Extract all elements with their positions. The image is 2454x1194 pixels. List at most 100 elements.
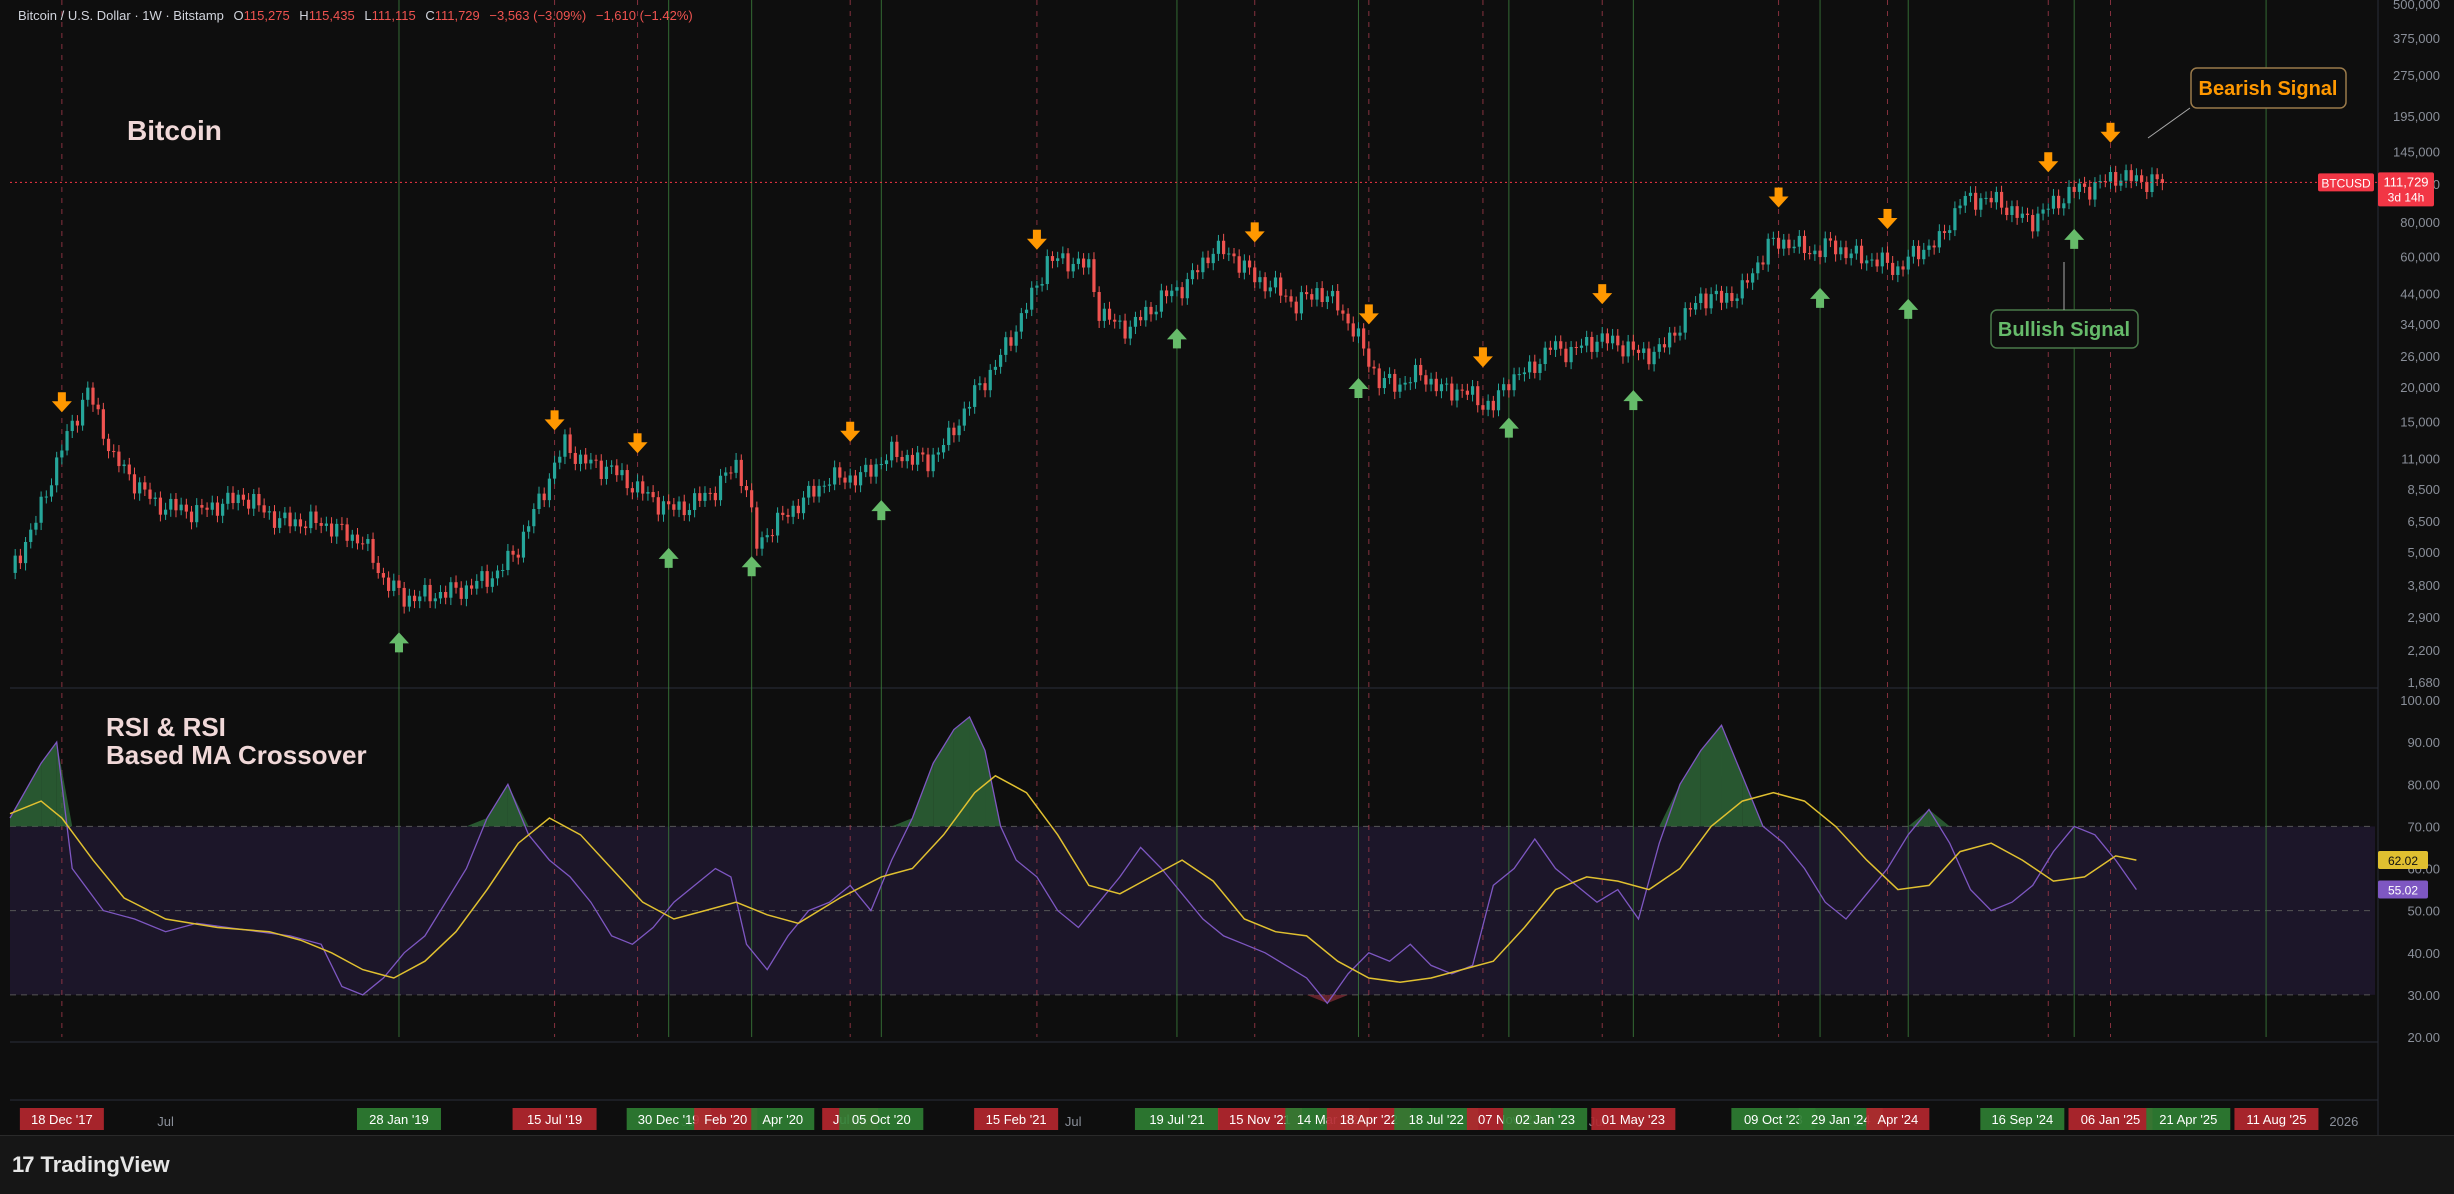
candle-body	[86, 387, 90, 400]
candle-body	[179, 504, 183, 511]
bullish-arrow-icon	[1810, 287, 1831, 308]
candle-body	[1486, 400, 1490, 410]
candle-body	[1429, 378, 1433, 385]
candle-body	[635, 481, 640, 493]
candle-body	[1185, 279, 1189, 299]
time-marker-label: 19 Jul '21	[1149, 1112, 1204, 1127]
candle-body	[501, 570, 505, 572]
candle-body	[1175, 287, 1179, 291]
rsi-tick-label: 100.00	[2400, 693, 2440, 708]
time-marker-badge	[1731, 1108, 1816, 1130]
candle-body	[1548, 347, 1552, 350]
symbol-title[interactable]: Bitcoin / U.S. Dollar · 1W · Bitstamp	[18, 8, 224, 23]
time-marker-label: 16 Sep '24	[1991, 1112, 2053, 1127]
candle-body	[1118, 320, 1122, 322]
candle-body	[1911, 245, 1916, 257]
candle-body	[210, 502, 214, 510]
candle-body	[241, 494, 245, 500]
candle-body	[1922, 249, 1926, 260]
bullish-arrow-icon	[1348, 377, 1369, 398]
rsi-overbought-fill	[953, 716, 970, 827]
candle-body	[1797, 235, 1801, 247]
candle-body	[2025, 213, 2030, 216]
time-marker-label: Apr '20	[762, 1112, 803, 1127]
candle-body	[459, 587, 463, 599]
price-tick-label: 275,000	[2393, 68, 2440, 83]
candle-body	[1559, 341, 1563, 349]
time-marker-label: 15 Jul '19	[527, 1112, 582, 1127]
candle-body	[1740, 280, 1744, 299]
candle-body	[1387, 373, 1392, 379]
candle-body	[833, 467, 837, 485]
candle-body	[231, 492, 235, 504]
candle-body	[1984, 197, 1988, 199]
time-marker-badge	[1798, 1108, 1883, 1130]
open-value: 115,275	[243, 8, 290, 23]
candle-body	[1579, 345, 1584, 348]
tradingview-brand[interactable]: 17 TradingView	[12, 1152, 170, 1178]
candle-body	[2067, 186, 2071, 204]
candle-body	[1050, 256, 1055, 261]
candle-body	[807, 485, 811, 498]
candle-body	[1128, 326, 1132, 339]
candle-body	[200, 505, 204, 508]
price-tick-label: 44,000	[2400, 286, 2440, 301]
candle-body	[926, 454, 930, 472]
candle-body	[70, 420, 74, 432]
candle-body	[1076, 258, 1080, 264]
candle-body	[480, 571, 484, 581]
bar-countdown: 3d 14h	[2388, 190, 2425, 204]
candle-body	[879, 464, 883, 466]
candle-body	[1600, 333, 1604, 342]
rsi-overbought-fill	[507, 784, 529, 827]
candle-body	[1999, 191, 2004, 208]
rsi-overbought-fill	[891, 817, 913, 827]
footer-bar: 17 TradingView	[0, 1135, 2454, 1194]
candle-body	[267, 511, 271, 513]
candle-body	[1751, 273, 1755, 283]
candle-body	[1834, 240, 1838, 255]
candle-body	[1963, 195, 1967, 206]
candle-body	[1092, 259, 1096, 293]
high-value: 115,435	[308, 8, 355, 23]
candle-body	[1279, 277, 1283, 296]
candle-body	[340, 523, 344, 525]
candle-body	[1730, 293, 1734, 301]
candle-body	[195, 505, 199, 523]
candle-body	[1206, 257, 1210, 264]
candle-body	[304, 526, 308, 529]
time-marker-badge	[1980, 1108, 2065, 1130]
rsi-overbought-fill	[1700, 725, 1722, 827]
candle-body	[910, 454, 915, 465]
candle-body	[1776, 237, 1781, 249]
candle-body	[2015, 206, 2019, 218]
candle-body	[60, 450, 64, 458]
candle-body	[770, 535, 775, 537]
candle-body	[573, 452, 577, 464]
candle-body	[1979, 198, 1983, 210]
chart-canvas[interactable]: 500,000375,000275,000195,000145,000110,0…	[0, 0, 2454, 1135]
candle-body	[1709, 294, 1713, 309]
candle-body	[952, 427, 956, 436]
candle-body	[1621, 345, 1625, 357]
price-tick-label: 375,000	[2393, 31, 2440, 46]
candle-body	[869, 464, 873, 477]
price-tick-label: 145,000	[2393, 144, 2440, 159]
price-candles	[13, 164, 2164, 614]
candle-body	[1268, 287, 1272, 292]
low-label: L	[364, 8, 372, 23]
candle-body	[858, 472, 863, 486]
candle-body	[1393, 373, 1397, 392]
candle-body	[1725, 293, 1729, 303]
candle-body	[864, 464, 868, 473]
candle-body	[1009, 337, 1013, 346]
candle-body	[2129, 170, 2133, 182]
rsi-pane-title: RSI & RSI	[106, 712, 226, 742]
candle-body	[1496, 390, 1501, 411]
rsi-tag	[2378, 880, 2428, 899]
rsi-line	[9, 715, 2137, 1005]
candle-body	[718, 475, 723, 501]
candle-body	[1528, 361, 1532, 373]
candle-body	[1289, 296, 1293, 302]
